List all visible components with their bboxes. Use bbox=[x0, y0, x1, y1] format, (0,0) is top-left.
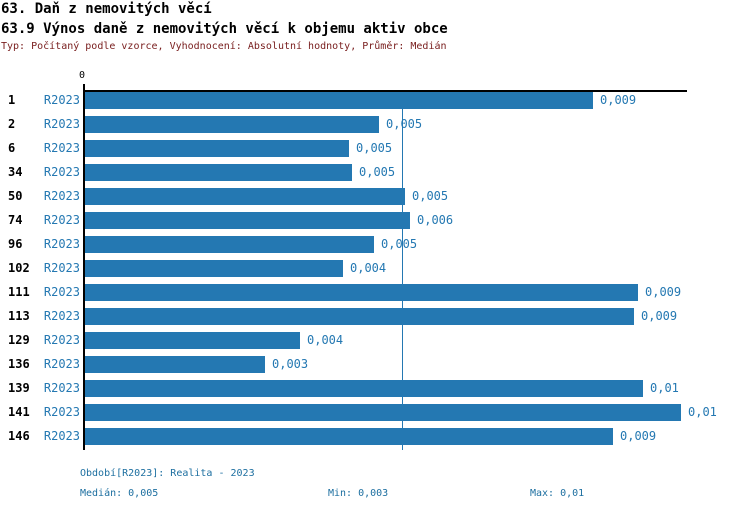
footer-period-label: Období[R2023]: Realita - 2023 bbox=[80, 468, 255, 479]
bar-value-label: 0,003 bbox=[272, 357, 309, 371]
bar bbox=[85, 140, 349, 157]
row-series-label: R2023 bbox=[43, 237, 80, 251]
row-category-label: 96 bbox=[8, 237, 23, 251]
bar-value-label: 0,009 bbox=[641, 309, 678, 323]
row-category-label: 129 bbox=[8, 333, 30, 347]
chart-meta-info: Typ: Počítaný podle vzorce, Vyhodnocení:… bbox=[1, 41, 447, 52]
bar bbox=[85, 332, 300, 349]
bar-value-label: 0,009 bbox=[600, 93, 637, 107]
row-category-label: 146 bbox=[8, 429, 30, 443]
median-reference-line bbox=[402, 92, 403, 450]
row-category-label: 139 bbox=[8, 381, 30, 395]
row-series-label: R2023 bbox=[43, 333, 80, 347]
row-category-label: 111 bbox=[8, 285, 30, 299]
row-category-label: 136 bbox=[8, 357, 30, 371]
bar bbox=[85, 236, 374, 253]
bar bbox=[85, 380, 643, 397]
bar-value-label: 0,006 bbox=[417, 213, 454, 227]
row-series-label: R2023 bbox=[43, 261, 80, 275]
x-axis-top-line bbox=[83, 90, 687, 92]
bar-value-label: 0,005 bbox=[356, 141, 393, 155]
row-series-label: R2023 bbox=[43, 117, 80, 131]
bar bbox=[85, 164, 352, 181]
row-series-label: R2023 bbox=[43, 165, 80, 179]
bar-value-label: 0,005 bbox=[412, 189, 449, 203]
row-series-label: R2023 bbox=[43, 213, 80, 227]
bar bbox=[85, 92, 593, 109]
row-series-label: R2023 bbox=[43, 357, 80, 371]
bar-value-label: 0,01 bbox=[688, 405, 717, 419]
bar-value-label: 0,01 bbox=[650, 381, 679, 395]
row-category-label: 2 bbox=[8, 117, 16, 131]
row-category-label: 1 bbox=[8, 93, 16, 107]
bar bbox=[85, 308, 634, 325]
row-category-label: 113 bbox=[8, 309, 30, 323]
bar bbox=[85, 188, 405, 205]
row-category-label: 34 bbox=[8, 165, 23, 179]
row-series-label: R2023 bbox=[43, 189, 80, 203]
bar bbox=[85, 116, 379, 133]
footer-max-stat: Max: 0,01 bbox=[530, 488, 585, 499]
bar-value-label: 0,005 bbox=[381, 237, 418, 251]
footer-median-stat: Medián: 0,005 bbox=[80, 488, 159, 499]
row-series-label: R2023 bbox=[43, 141, 80, 155]
bar bbox=[85, 404, 681, 421]
bar bbox=[85, 284, 638, 301]
row-category-label: 74 bbox=[8, 213, 23, 227]
bar-value-label: 0,004 bbox=[350, 261, 387, 275]
bar-value-label: 0,005 bbox=[359, 165, 396, 179]
row-series-label: R2023 bbox=[43, 285, 80, 299]
bar-value-label: 0,004 bbox=[307, 333, 344, 347]
bar bbox=[85, 260, 343, 277]
row-series-label: R2023 bbox=[43, 309, 80, 323]
row-series-label: R2023 bbox=[43, 405, 80, 419]
row-category-label: 102 bbox=[8, 261, 30, 275]
row-category-label: 50 bbox=[8, 189, 23, 203]
bar bbox=[85, 212, 410, 229]
chart-title: 63. Daň z nemovitých věcí bbox=[1, 1, 212, 17]
row-series-label: R2023 bbox=[43, 429, 80, 443]
row-category-label: 141 bbox=[8, 405, 30, 419]
bar bbox=[85, 428, 613, 445]
footer-min-stat: Min: 0,003 bbox=[328, 488, 389, 499]
y-axis-line bbox=[83, 84, 85, 450]
bar-value-label: 0,009 bbox=[645, 285, 682, 299]
bar-value-label: 0,005 bbox=[386, 117, 423, 131]
bar bbox=[85, 356, 265, 373]
row-series-label: R2023 bbox=[43, 93, 80, 107]
row-category-label: 6 bbox=[8, 141, 16, 155]
bar-value-label: 0,009 bbox=[620, 429, 657, 443]
x-axis-zero-tick-label: 0 bbox=[79, 70, 86, 81]
row-series-label: R2023 bbox=[43, 381, 80, 395]
chart-subtitle: 63.9 Výnos daně z nemovitých věcí k obje… bbox=[1, 21, 448, 37]
